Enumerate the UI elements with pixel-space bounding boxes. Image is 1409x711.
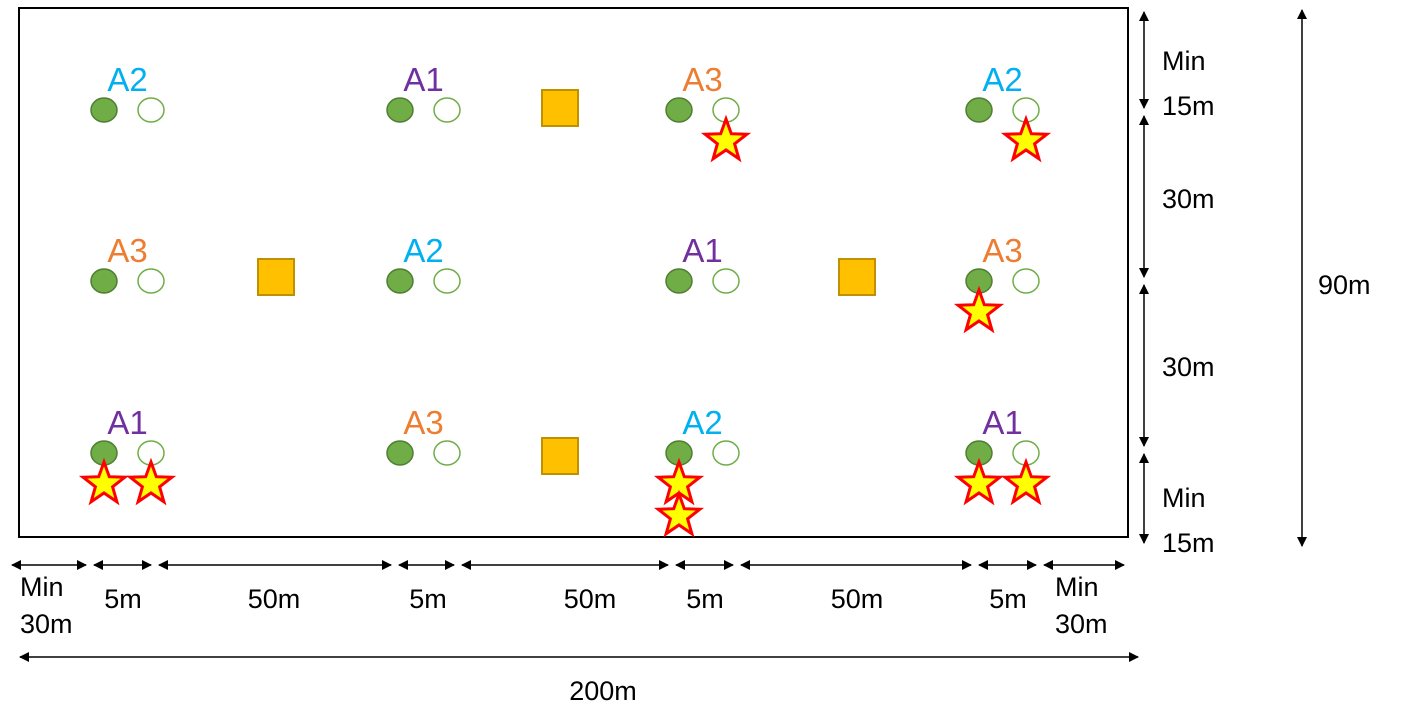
width-label-1: 5m <box>104 584 142 614</box>
plot-label: A1 <box>403 61 443 98</box>
plot-a2-10: A2 <box>665 404 740 466</box>
plot-label: A2 <box>982 61 1022 98</box>
plot-a3-9: A3 <box>386 404 461 466</box>
height-label-0: Min 15m <box>1162 46 1215 121</box>
hollow-circle-icon <box>433 268 461 294</box>
height-label-3: Min 15m <box>1162 483 1215 558</box>
plot-label: A3 <box>107 232 147 269</box>
width-label-0: Min 30m <box>20 572 73 639</box>
plot-a1-6: A1 <box>665 232 740 294</box>
width-label-6: 50m <box>831 584 884 614</box>
squares-layer <box>257 89 876 475</box>
width-label-8: Min 30m <box>1055 572 1108 639</box>
hollow-circle-icon <box>433 440 461 466</box>
plot-a1-11: A1 <box>965 404 1040 466</box>
filled-circle-icon <box>386 268 414 294</box>
filled-circle-icon <box>386 97 414 123</box>
hollow-circle-icon <box>1012 268 1040 294</box>
plot-label: A3 <box>982 232 1022 269</box>
height-label-2: 30m <box>1162 352 1215 382</box>
square-icon <box>257 258 295 296</box>
stars-layer <box>78 114 1052 538</box>
hollow-circle-icon <box>137 268 165 294</box>
plot-a2-3: A2 <box>965 61 1040 123</box>
plot-a3-2: A3 <box>665 61 740 123</box>
star-icon <box>953 457 1005 506</box>
plot-a1-1: A1 <box>386 61 461 123</box>
filled-circle-icon <box>386 440 414 466</box>
field-border <box>18 7 1129 538</box>
square-icon <box>541 89 579 127</box>
plot-a2-0: A2 <box>90 61 165 123</box>
height-label-1: 30m <box>1162 184 1215 214</box>
width-label-7: 5m <box>989 584 1027 614</box>
plot-label: A1 <box>682 232 722 269</box>
hollow-circle-icon <box>433 97 461 123</box>
star-icon <box>1000 114 1052 163</box>
filled-circle-icon <box>90 97 118 123</box>
square-icon <box>838 258 876 296</box>
star-icon <box>1000 457 1052 506</box>
plot-a1-8: A1 <box>90 404 165 466</box>
plot-label: A2 <box>403 232 443 269</box>
total-height-label: 90m <box>1318 270 1371 300</box>
star-icon <box>653 489 705 538</box>
plot-label: A1 <box>982 404 1022 441</box>
filled-circle-icon <box>965 97 993 123</box>
plot-label: A1 <box>107 404 147 441</box>
width-label-3: 5m <box>409 584 447 614</box>
square-icon <box>541 437 579 475</box>
filled-circle-icon <box>665 97 693 123</box>
hollow-circle-icon <box>712 440 740 466</box>
hollow-circle-icon <box>712 268 740 294</box>
plot-label: A3 <box>403 404 443 441</box>
plot-label: A2 <box>682 404 722 441</box>
star-icon <box>700 114 752 163</box>
plot-a2-5: A2 <box>386 232 461 294</box>
star-icon <box>953 285 1005 334</box>
plots-layer: A2 A1 A3 A2 A3 A2 A1 A3 A1 A3 A2 A1 <box>90 61 1040 466</box>
width-label-4: 50m <box>564 584 617 614</box>
total-width-label: 200m <box>569 676 637 706</box>
filled-circle-icon <box>90 268 118 294</box>
plot-a3-4: A3 <box>90 232 165 294</box>
filled-circle-icon <box>665 268 693 294</box>
width-label-5: 5m <box>686 584 724 614</box>
star-icon <box>125 457 177 506</box>
width-label-2: 50m <box>248 584 301 614</box>
plot-a3-7: A3 <box>965 232 1040 294</box>
dimensions-layer: Min 30m 5m 50m 5m 50m 5m 50m 5m Min 30m 200m Min 15m 3… <box>11 8 1371 706</box>
plot-label: A3 <box>682 61 722 98</box>
hollow-circle-icon <box>137 97 165 123</box>
star-icon <box>78 457 130 506</box>
plot-label: A2 <box>107 61 147 98</box>
